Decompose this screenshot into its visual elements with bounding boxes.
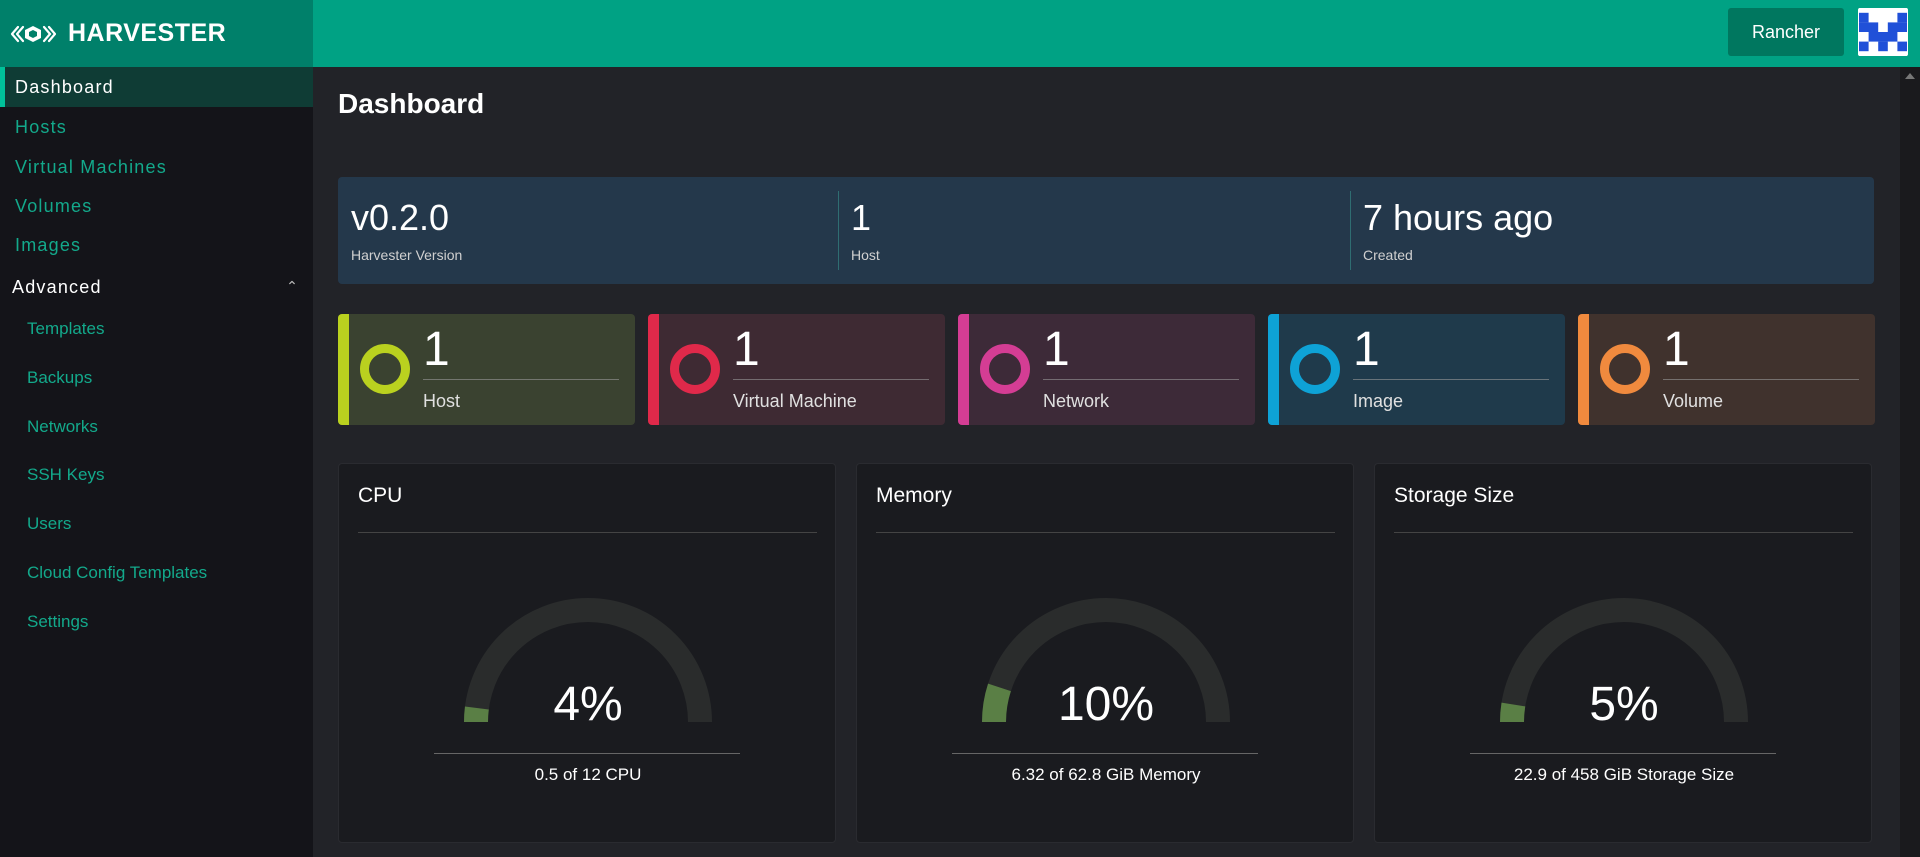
count-divider	[1353, 379, 1549, 380]
count-card-volume[interactable]: 1 Volume	[1578, 314, 1875, 425]
gauge-fill	[982, 683, 1012, 723]
gauge-title: CPU	[358, 484, 403, 507]
brand[interactable]: HARVESTER	[0, 0, 313, 67]
ring-icon	[1290, 344, 1340, 394]
gauge-baseline	[434, 753, 740, 754]
count-card-image[interactable]: 1 Image	[1268, 314, 1565, 425]
count-value: 1	[423, 323, 450, 376]
summary-value: 1	[851, 197, 872, 238]
summary-version: v0.2.0 Harvester Version	[338, 177, 838, 284]
gauge-fill	[463, 706, 489, 723]
count-card-host[interactable]: 1 Host	[338, 314, 635, 425]
gauge-baseline	[952, 753, 1258, 754]
sidebar: Dashboard Hosts Virtual Machines Volumes…	[0, 67, 313, 857]
count-card-virtual-machine[interactable]: 1 Virtual Machine	[648, 314, 945, 425]
sidebar-item-images[interactable]: Images	[15, 234, 82, 255]
summary-value: 7 hours ago	[1363, 197, 1554, 238]
sidebar-item-templates[interactable]: Templates	[27, 319, 105, 338]
sidebar-item-cloud-config-templates[interactable]: Cloud Config Templates	[27, 563, 208, 582]
brand-name: HARVESTER	[68, 19, 227, 47]
gauge-track	[464, 598, 712, 723]
gauge-baseline	[1470, 753, 1776, 754]
gauge-card-storage-size: Storage Size 5% 22.9 of 458 GiB Storage …	[1374, 463, 1872, 843]
gauge-detail: 6.32 of 62.8 GiB Memory	[1011, 765, 1201, 784]
summary-divider	[1350, 191, 1351, 270]
count-divider	[1043, 379, 1239, 380]
page-title: Dashboard	[338, 88, 485, 119]
count-value: 1	[1663, 323, 1690, 376]
sidebar-item-hosts[interactable]: Hosts	[15, 116, 68, 137]
gauge-percent: 10%	[1057, 678, 1155, 731]
count-card-network[interactable]: 1 Network	[958, 314, 1255, 425]
gauge-title: Storage Size	[1394, 484, 1515, 507]
sidebar-group-advanced[interactable]: Advanced ⌃	[0, 267, 313, 307]
summary-label: Harvester Version	[351, 247, 463, 263]
summary-label: Created	[1363, 247, 1413, 263]
ring-icon	[980, 344, 1030, 394]
gauge-title: Memory	[876, 484, 952, 507]
card-accent	[1268, 314, 1279, 425]
gauge-track	[982, 598, 1230, 723]
gauge-fill	[1500, 702, 1526, 723]
count-label: Image	[1353, 391, 1404, 411]
gauge-percent: 5%	[1589, 678, 1659, 731]
count-label: Volume	[1663, 391, 1724, 411]
summary-divider	[838, 191, 839, 270]
sidebar-item-virtual-machines[interactable]: Virtual Machines	[15, 156, 167, 177]
avatar-icon	[1859, 8, 1907, 56]
card-accent	[958, 314, 969, 425]
gauge-card-cpu: CPU 4% 0.5 of 12 CPU	[338, 463, 836, 843]
sidebar-item-networks[interactable]: Networks	[27, 417, 98, 436]
ring-icon	[360, 344, 410, 394]
gauge-divider	[876, 532, 1335, 533]
gauge-chart	[982, 598, 1230, 723]
summary-created: 7 hours ago Created	[1350, 177, 1870, 284]
sidebar-group-label: Advanced	[12, 276, 102, 297]
count-value: 1	[733, 323, 760, 376]
gauge-detail: 0.5 of 12 CPU	[534, 765, 642, 784]
count-divider	[423, 379, 619, 380]
gauge-card-memory: Memory 10% 6.32 of 62.8 GiB Memory	[856, 463, 1354, 843]
count-divider	[733, 379, 929, 380]
sidebar-item-settings[interactable]: Settings	[27, 612, 89, 631]
gauge-percent: 4%	[553, 678, 623, 731]
scroll-up-arrow-icon[interactable]	[1905, 73, 1915, 79]
gauge-divider	[358, 532, 817, 533]
gauge-chart	[463, 598, 712, 723]
card-accent	[648, 314, 659, 425]
sidebar-item-backups[interactable]: Backups	[27, 368, 93, 387]
gauge-track	[1500, 598, 1748, 723]
card-accent	[1578, 314, 1589, 425]
card-accent	[338, 314, 349, 425]
summary-banner: v0.2.0 Harvester Version 1 Host 7 hours …	[338, 177, 1874, 284]
sidebar-item-ssh-keys[interactable]: SSH Keys	[27, 465, 105, 484]
count-label: Network	[1043, 391, 1110, 411]
gauge-detail: 22.9 of 458 GiB Storage Size	[1513, 765, 1735, 784]
sidebar-item-dashboard[interactable]: Dashboard	[0, 67, 313, 107]
gauge-divider	[1394, 532, 1853, 533]
count-divider	[1663, 379, 1859, 380]
count-label: Host	[423, 391, 461, 411]
summary-label: Host	[851, 247, 880, 263]
top-header: HARVESTER Rancher	[0, 0, 1920, 67]
sidebar-item-users[interactable]: Users	[27, 514, 72, 533]
count-label: Virtual Machine	[733, 391, 857, 411]
count-value: 1	[1353, 323, 1380, 376]
vertical-scrollbar[interactable]	[1900, 67, 1920, 857]
count-value: 1	[1043, 323, 1070, 376]
gauge-chart	[1500, 598, 1748, 723]
summary-value: v0.2.0	[351, 197, 450, 238]
harvester-logo-icon	[10, 25, 56, 42]
rancher-button[interactable]: Rancher	[1728, 8, 1844, 56]
ring-icon	[670, 344, 720, 394]
user-avatar[interactable]	[1858, 8, 1908, 56]
ring-icon	[1600, 344, 1650, 394]
summary-host: 1 Host	[838, 177, 1350, 284]
chevron-up-icon[interactable]: ⌃	[286, 278, 299, 294]
sidebar-item-volumes[interactable]: Volumes	[15, 195, 93, 216]
